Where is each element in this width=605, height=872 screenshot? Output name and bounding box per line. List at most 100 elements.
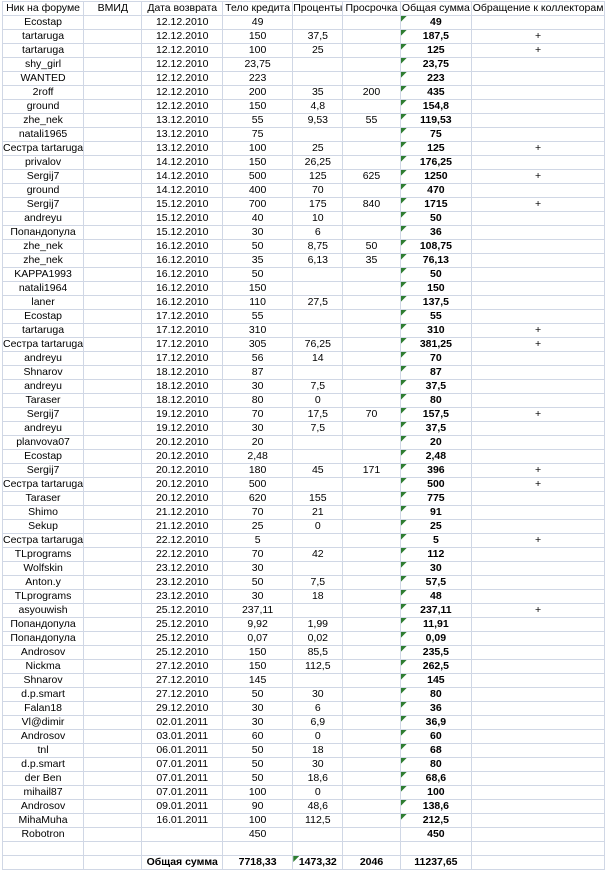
cell-wmid[interactable] [83, 197, 143, 212]
cell-nick[interactable]: planvova07 [1, 435, 85, 450]
cell-overdue[interactable] [342, 659, 401, 674]
cell-body[interactable]: 50 [221, 267, 294, 282]
cell-interest[interactable] [292, 323, 344, 338]
cell-body[interactable]: 100 [221, 141, 294, 156]
cell-overdue[interactable] [342, 351, 401, 366]
cell-body[interactable]: 100 [221, 813, 294, 828]
cell-nick[interactable]: andreyu [1, 211, 85, 226]
cell-collectors[interactable] [471, 379, 605, 394]
cell-body[interactable]: 49 [221, 15, 294, 30]
cell-total[interactable]: 108,75 [399, 239, 473, 254]
cell-collectors[interactable] [471, 785, 605, 800]
cell-nick[interactable]: natali1965 [1, 127, 85, 142]
cell-nick[interactable]: Ecostap [1, 15, 85, 30]
cell-wmid[interactable] [83, 43, 143, 58]
cell-wmid[interactable] [83, 785, 143, 800]
cell-interest[interactable]: 125 [292, 169, 344, 184]
cell-total[interactable]: 187,5 [399, 29, 473, 44]
cell-interest[interactable] [292, 365, 344, 380]
cell-body[interactable]: 55 [221, 309, 294, 324]
cell-overdue[interactable] [342, 365, 401, 380]
cell-interest[interactable]: 76,25 [292, 337, 344, 352]
cell-nick[interactable]: natali1964 [1, 281, 85, 296]
cell-nick[interactable]: Sergij7 [1, 169, 85, 184]
cell-interest[interactable]: 70 [292, 183, 344, 198]
cell-date[interactable]: 12.12.2010 [141, 57, 223, 72]
cell-interest[interactable] [292, 673, 344, 688]
cell-date[interactable]: 17.12.2010 [141, 323, 223, 338]
cell-wmid[interactable] [83, 281, 143, 296]
cell-total[interactable]: 470 [399, 183, 473, 198]
cell-nick[interactable]: MihaMuha [1, 813, 85, 828]
cell-date[interactable]: 23.12.2010 [141, 575, 223, 590]
cell-body[interactable]: 223 [221, 71, 294, 86]
cell-total[interactable]: 23,75 [399, 57, 473, 72]
cell-date[interactable]: 15.12.2010 [141, 211, 223, 226]
cell-body[interactable]: 180 [221, 463, 294, 478]
cell-interest[interactable] [292, 449, 344, 464]
cell-nick[interactable] [1, 855, 85, 870]
cell-wmid[interactable] [83, 225, 143, 240]
cell-nick[interactable]: TLprograms [1, 547, 85, 562]
cell-overdue[interactable]: 840 [342, 197, 401, 212]
cell-date[interactable]: 25.12.2010 [141, 603, 223, 618]
cell-body[interactable]: 110 [221, 295, 294, 310]
cell-wmid[interactable] [83, 589, 143, 604]
cell-body[interactable]: 87 [221, 365, 294, 380]
column-header-date[interactable]: Дата возврата [141, 1, 223, 16]
cell-wmid[interactable] [83, 365, 143, 380]
cell-date[interactable]: 25.12.2010 [141, 617, 223, 632]
cell-interest[interactable]: 175 [292, 197, 344, 212]
cell-total[interactable]: 262,5 [399, 659, 473, 674]
cell-total[interactable]: 176,25 [399, 155, 473, 170]
cell-body[interactable] [221, 841, 294, 856]
cell-total[interactable]: 36 [399, 225, 473, 240]
cell-date[interactable]: 17.12.2010 [141, 351, 223, 366]
cell-nick[interactable]: shy_girl [1, 57, 85, 72]
cell-overdue[interactable] [342, 547, 401, 562]
cell-interest[interactable]: 1,99 [292, 617, 344, 632]
cell-overdue[interactable] [342, 673, 401, 688]
cell-collectors[interactable] [471, 827, 605, 842]
cell-nick[interactable]: Anton.y [1, 575, 85, 590]
column-header-overdue[interactable]: Просрочка [342, 1, 401, 16]
cell-date[interactable]: 16.01.2011 [141, 813, 223, 828]
cell-interest[interactable]: 14 [292, 351, 344, 366]
cell-date[interactable]: 18.12.2010 [141, 365, 223, 380]
cell-nick[interactable]: tartaruga [1, 323, 85, 338]
cell-total[interactable]: 36,9 [399, 715, 473, 730]
cell-wmid[interactable] [83, 715, 143, 730]
cell-overdue[interactable] [342, 155, 401, 170]
column-header-total[interactable]: Общая сумма [399, 1, 473, 16]
cell-body[interactable]: 35 [221, 253, 294, 268]
cell-body[interactable]: 50 [221, 743, 294, 758]
cell-overdue[interactable] [342, 57, 401, 72]
cell-nick[interactable]: Taraser [1, 393, 85, 408]
cell-wmid[interactable] [83, 169, 143, 184]
cell-total[interactable]: 223 [399, 71, 473, 86]
cell-collectors[interactable] [471, 225, 605, 240]
cell-overdue[interactable] [342, 631, 401, 646]
column-header-nick[interactable]: Ник на форуме [1, 1, 85, 16]
cell-wmid[interactable] [83, 15, 143, 30]
cell-interest[interactable]: 9,53 [292, 113, 344, 128]
cell-wmid[interactable] [83, 519, 143, 534]
cell-overdue[interactable] [342, 771, 401, 786]
cell-nick[interactable]: andreyu [1, 379, 85, 394]
cell-total[interactable]: 91 [399, 505, 473, 520]
cell-overdue[interactable] [342, 701, 401, 716]
cell-total[interactable]: 68,6 [399, 771, 473, 786]
cell-body[interactable]: 310 [221, 323, 294, 338]
cell-overdue[interactable]: 35 [342, 253, 401, 268]
cell-overdue[interactable] [342, 561, 401, 576]
cell-interest[interactable] [292, 827, 344, 842]
cell-collectors[interactable] [471, 365, 605, 380]
cell-interest[interactable]: 26,25 [292, 155, 344, 170]
cell-collectors[interactable] [471, 715, 605, 730]
cell-wmid[interactable] [83, 267, 143, 282]
cell-nick[interactable]: andreyu [1, 421, 85, 436]
cell-nick[interactable]: tnl [1, 743, 85, 758]
cell-date[interactable]: 27.12.2010 [141, 659, 223, 674]
cell-body[interactable]: 56 [221, 351, 294, 366]
cell-wmid[interactable] [83, 421, 143, 436]
